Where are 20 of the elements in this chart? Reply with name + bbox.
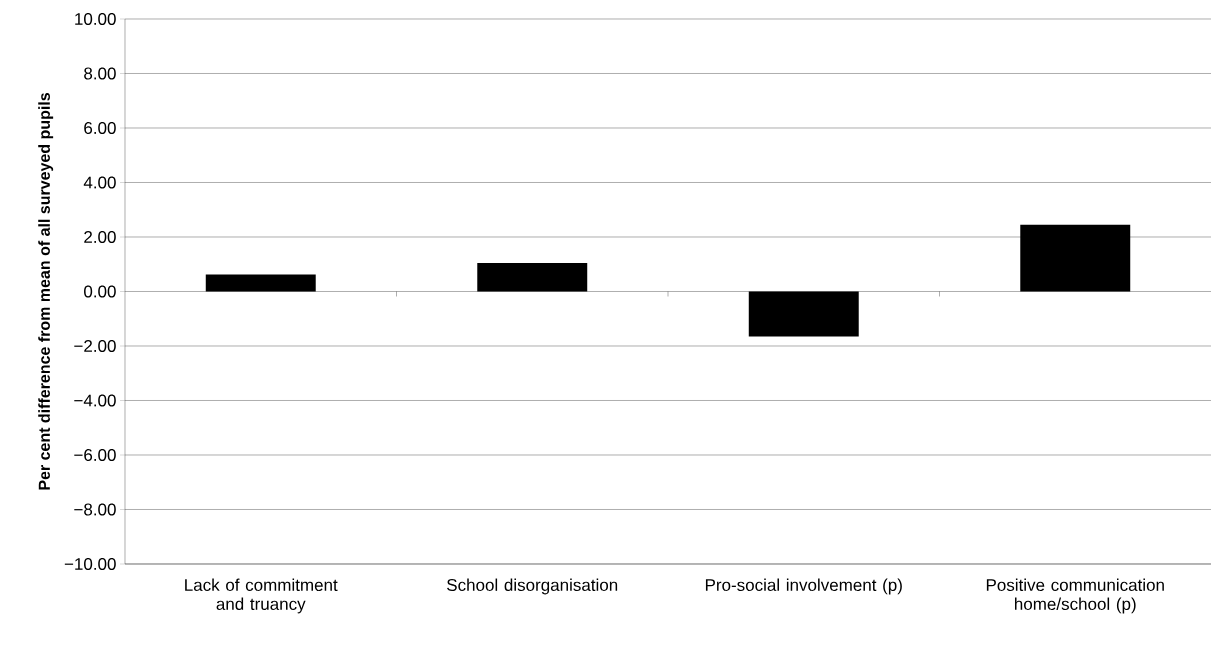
y-tick-label: −6.00: [74, 448, 116, 462]
y-tick-label: −8.00: [74, 503, 116, 516]
x-tick-label: Positive communication home/school (p): [986, 578, 1164, 614]
y-axis-title: Per cent difference from mean of all surveyed pupils: [38, 93, 54, 490]
bar: [748, 291, 859, 337]
y-tick-label: 10.00: [75, 12, 116, 26]
y-tick-label: 2.00: [84, 230, 116, 244]
y-tick-label: 4.00: [83, 176, 116, 189]
y-tick-label: −10.00: [64, 557, 116, 571]
y-tick-label: 8.00: [84, 67, 116, 80]
bar: [1020, 224, 1131, 292]
y-tick-label: −2.00: [74, 339, 116, 353]
x-tick-label: School disorganisation: [447, 578, 618, 595]
bar: [205, 274, 316, 292]
x-tick-label: Lack of commitment and truancy: [185, 578, 338, 614]
x-tick-label: Pro-social involvement (p): [705, 578, 902, 595]
y-tick-label: −4.00: [74, 394, 116, 407]
y-tick-label: 6.00: [84, 121, 116, 135]
bar: [477, 262, 588, 292]
y-tick-label: 0.00: [84, 285, 116, 298]
